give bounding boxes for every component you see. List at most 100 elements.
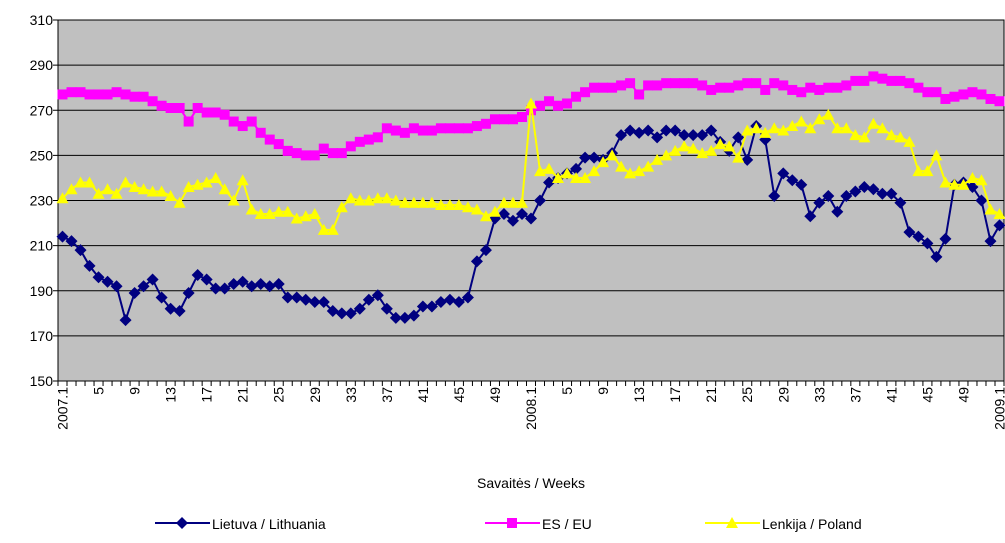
y-tick-label: 270 <box>30 102 54 118</box>
marker <box>353 194 366 206</box>
marker <box>515 208 528 221</box>
marker <box>210 107 221 118</box>
marker <box>75 87 86 98</box>
marker <box>769 78 780 89</box>
marker <box>479 210 492 222</box>
marker <box>984 235 997 248</box>
marker <box>119 176 132 188</box>
x-axis-title: Savaitės / Weeks <box>477 475 585 491</box>
marker <box>254 277 267 290</box>
marker <box>317 223 330 235</box>
marker <box>380 302 393 315</box>
marker <box>462 123 473 134</box>
x-tick-label: 25 <box>739 387 755 403</box>
marker <box>299 210 312 222</box>
marker <box>580 87 591 98</box>
marker <box>867 117 880 129</box>
marker <box>939 176 952 188</box>
y-tick-label: 310 <box>30 12 54 28</box>
marker <box>634 89 645 100</box>
marker <box>290 212 303 224</box>
marker <box>948 178 961 190</box>
marker <box>416 196 429 208</box>
x-tick-label: 2007.1 <box>55 387 71 430</box>
marker <box>625 78 636 89</box>
marker <box>498 114 509 125</box>
marker <box>344 192 357 204</box>
legend-label: Lietuva / Lithuania <box>212 516 326 532</box>
marker <box>282 145 293 156</box>
marker <box>876 187 889 200</box>
x-tick-label: 29 <box>307 387 323 403</box>
marker <box>751 78 762 89</box>
legend-label: ES / EU <box>542 516 592 532</box>
x-tick-label: 17 <box>667 387 683 403</box>
marker <box>489 114 500 125</box>
marker <box>993 219 1005 232</box>
marker <box>652 80 663 91</box>
marker <box>227 277 240 290</box>
marker <box>461 291 474 304</box>
marker <box>83 176 96 188</box>
x-tick-label: 13 <box>163 387 179 403</box>
x-tick-label: 2008.1 <box>523 387 539 430</box>
marker <box>795 115 808 127</box>
marker <box>452 199 465 211</box>
marker <box>200 273 213 286</box>
marker <box>435 123 446 134</box>
marker <box>146 273 159 286</box>
marker <box>687 142 700 154</box>
x-tick-label: 45 <box>451 387 467 403</box>
marker <box>65 235 78 248</box>
marker <box>110 187 123 199</box>
marker <box>994 96 1005 107</box>
marker <box>562 98 573 109</box>
marker <box>191 178 204 190</box>
marker <box>66 87 77 98</box>
y-tick-label: 150 <box>30 373 54 389</box>
marker <box>642 124 655 137</box>
marker <box>930 250 943 263</box>
marker <box>544 96 555 107</box>
marker <box>777 124 790 136</box>
marker <box>849 129 862 141</box>
y-tick-label: 230 <box>30 193 54 209</box>
marker <box>137 183 150 195</box>
x-tick-label: 2009.1 <box>991 387 1005 430</box>
marker <box>182 287 195 300</box>
x-tick-label: 5 <box>91 387 107 395</box>
marker <box>164 302 177 315</box>
marker <box>534 165 547 177</box>
marker <box>425 300 438 313</box>
marker <box>470 203 483 215</box>
x-tick-label: 21 <box>235 387 251 403</box>
marker <box>201 107 212 118</box>
marker <box>903 135 916 147</box>
marker <box>849 185 862 198</box>
marker <box>669 144 682 156</box>
marker <box>840 122 853 134</box>
marker <box>687 129 700 142</box>
marker <box>488 205 501 217</box>
marker <box>921 165 934 177</box>
marker <box>381 123 392 134</box>
marker <box>443 293 456 306</box>
marker <box>868 71 879 82</box>
marker <box>606 149 619 161</box>
marker <box>904 78 915 89</box>
marker <box>607 82 618 93</box>
marker <box>389 311 402 324</box>
marker <box>236 174 249 186</box>
marker <box>408 123 419 134</box>
marker <box>165 102 176 113</box>
marker <box>786 120 799 132</box>
marker <box>697 80 708 91</box>
marker <box>92 271 105 284</box>
marker <box>453 123 464 134</box>
marker <box>768 122 781 134</box>
marker <box>588 151 601 164</box>
marker <box>300 150 311 161</box>
marker <box>534 194 547 207</box>
marker <box>886 75 897 86</box>
